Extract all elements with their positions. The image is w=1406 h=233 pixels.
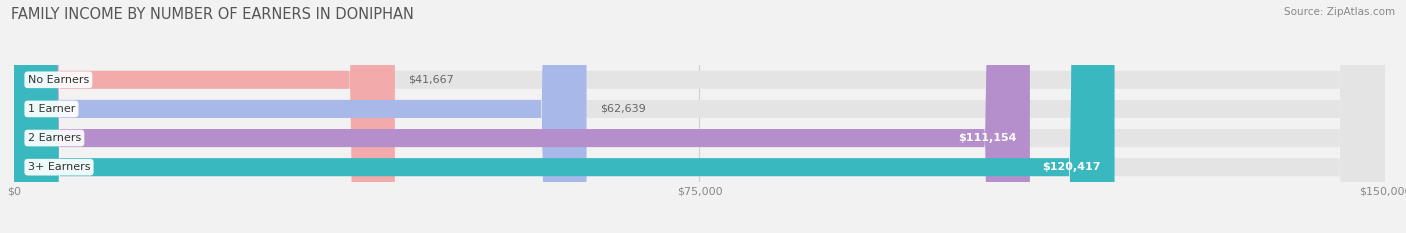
- FancyBboxPatch shape: [14, 0, 586, 233]
- FancyBboxPatch shape: [14, 0, 1115, 233]
- Text: Source: ZipAtlas.com: Source: ZipAtlas.com: [1284, 7, 1395, 17]
- FancyBboxPatch shape: [14, 0, 395, 233]
- FancyBboxPatch shape: [14, 0, 1385, 233]
- Text: 3+ Earners: 3+ Earners: [28, 162, 90, 172]
- Text: 1 Earner: 1 Earner: [28, 104, 75, 114]
- Text: $120,417: $120,417: [1042, 162, 1101, 172]
- Text: $62,639: $62,639: [600, 104, 645, 114]
- FancyBboxPatch shape: [14, 0, 1385, 233]
- Text: FAMILY INCOME BY NUMBER OF EARNERS IN DONIPHAN: FAMILY INCOME BY NUMBER OF EARNERS IN DO…: [11, 7, 415, 22]
- Text: $111,154: $111,154: [957, 133, 1017, 143]
- Text: $41,667: $41,667: [409, 75, 454, 85]
- FancyBboxPatch shape: [14, 0, 1385, 233]
- Text: No Earners: No Earners: [28, 75, 89, 85]
- FancyBboxPatch shape: [14, 0, 1385, 233]
- FancyBboxPatch shape: [14, 0, 1031, 233]
- Text: 2 Earners: 2 Earners: [28, 133, 82, 143]
